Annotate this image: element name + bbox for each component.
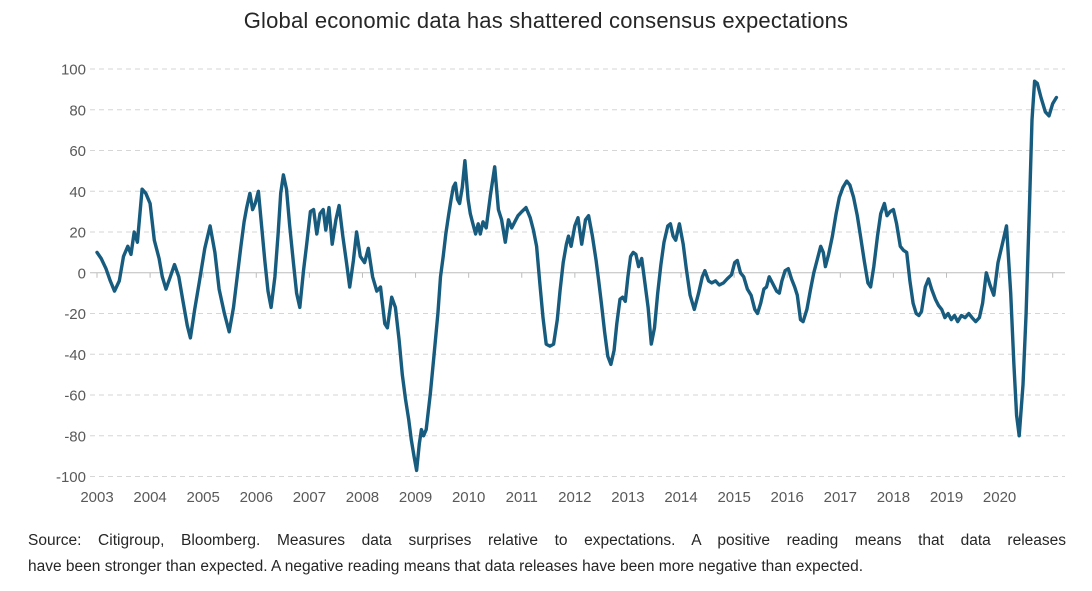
source-note-line-1: Source: Citigroup, Bloomberg. Measures d… [28, 532, 1066, 549]
y-axis-label: 40 [69, 184, 86, 201]
x-axis-label: 2018 [877, 489, 910, 506]
x-axis-label: 2003 [80, 489, 113, 506]
y-axis-label: 60 [69, 143, 86, 160]
x-axis-label: 2015 [717, 489, 750, 506]
x-axis-label: 2006 [240, 489, 273, 506]
y-axis-label: -60 [64, 388, 86, 405]
y-axis-label: -20 [64, 306, 86, 323]
y-axis-label: -100 [56, 469, 86, 486]
x-axis-label: 2009 [399, 489, 432, 506]
x-axis-label: 2012 [558, 489, 591, 506]
chart-title: Global economic data has shattered conse… [243, 8, 849, 33]
y-axis-label: 80 [69, 102, 86, 119]
y-axis-label: -40 [64, 347, 86, 364]
x-axis-label: 2020 [983, 489, 1016, 506]
x-axis-label: 2016 [771, 489, 804, 506]
x-axis-label: 2010 [452, 489, 485, 506]
x-axis-label: 2011 [506, 489, 538, 506]
surprise-index-line [95, 79, 1059, 473]
y-axis-label: -80 [64, 428, 86, 445]
x-axis-label: 2017 [824, 489, 857, 506]
source-note-line-2: have been stronger than expected. A nega… [28, 558, 864, 575]
x-axis-label: 2007 [293, 489, 326, 506]
x-axis-label: 2008 [346, 489, 379, 506]
y-axis-label: 100 [61, 62, 86, 79]
y-axis-label: 0 [78, 265, 86, 282]
x-axis-label: 2013 [611, 489, 644, 506]
x-axis-label: 2014 [664, 489, 697, 506]
x-axis-label: 2005 [187, 489, 220, 506]
line-chart: 100 80 60 40 20 0 -20 -40 -60 -80 -100 2003 2004 2005… [56, 62, 1065, 506]
source-note: Source: Citigroup, Bloomberg. Measures d… [28, 528, 1066, 580]
x-axis-label: 2004 [133, 489, 166, 506]
y-axis-label: 20 [69, 225, 86, 242]
x-axis-label: 2019 [930, 489, 963, 506]
